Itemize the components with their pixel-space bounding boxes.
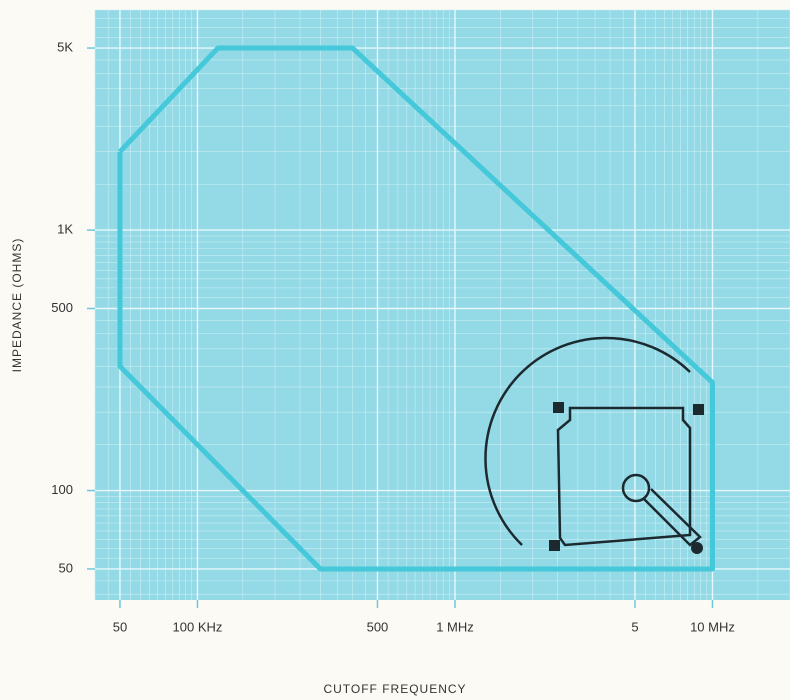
inset-pad [691,542,703,554]
inset-pad [553,402,564,413]
x-tick-label: 5 [631,619,638,634]
x-tick-label: 500 [367,619,389,634]
inset-pads [549,402,704,554]
y-axis-title: IMPEDANCE (OHMS) [10,238,24,373]
inset-lead [642,488,702,547]
x-tick-label: 10 MHz [690,619,735,634]
inset-pad [693,404,704,415]
x-tick-label: 100 KHz [173,619,223,634]
inset-arc [484,336,691,546]
inset-outline [556,406,692,547]
y-tick-label: 50 [59,560,73,575]
y-tick-label: 500 [51,300,73,315]
y-tick-label: 5K [57,39,73,54]
x-tick-label: 1 MHz [436,619,474,634]
inset-pad [549,540,560,551]
x-tick-label: 50 [113,619,127,634]
series-line [117,45,715,572]
plot-background [95,10,790,600]
y-tick-label: 100 [51,482,73,497]
x-axis-title: CUTOFF FREQUENCY [323,682,466,696]
marks [117,45,715,572]
inset-diagram [484,336,702,547]
inset-circle [621,473,651,503]
y-tick-label: 1K [57,222,73,237]
